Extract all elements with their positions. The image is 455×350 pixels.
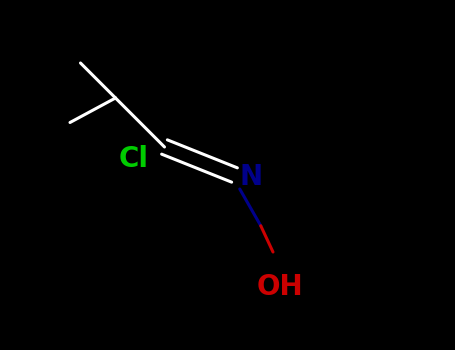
Text: N: N — [240, 163, 263, 191]
Text: Cl: Cl — [119, 145, 149, 173]
Text: OH: OH — [257, 273, 303, 301]
